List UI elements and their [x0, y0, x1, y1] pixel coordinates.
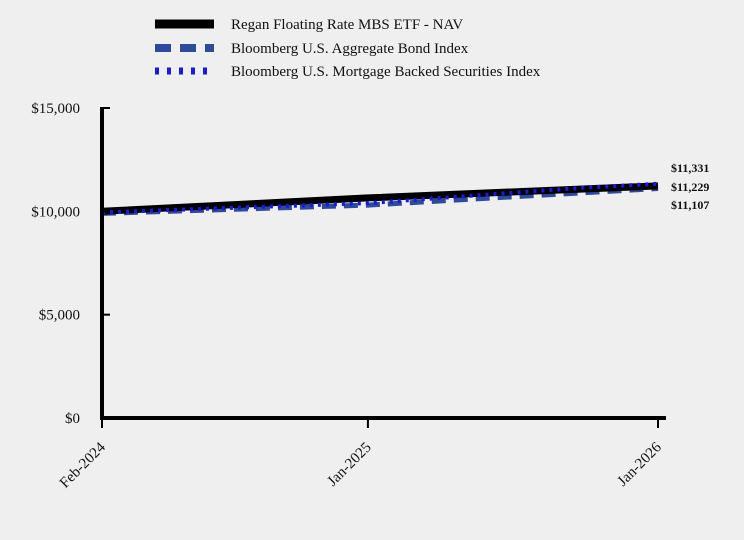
end-value-label-2: $11,107	[671, 198, 709, 212]
end-labels: $11,331 $11,229 $11,107	[671, 161, 709, 212]
axes	[100, 107, 666, 420]
legend: Regan Floating Rate MBS ETF - NAV Bloombe…	[155, 17, 541, 80]
y-ticks: $0 $5,000 $10,000 $15,000	[31, 101, 110, 427]
legend-label-1: Regan Floating Rate MBS ETF - NAV	[231, 17, 463, 33]
x-tick-label: Jan-2026	[615, 439, 666, 490]
legend-label-3: Bloomberg U.S. Mortgage Backed Securitie…	[231, 64, 541, 80]
x-ticks: Feb-2024 Jan-2025 Jan-2026	[57, 418, 665, 491]
y-tick-label: $15,000	[31, 101, 80, 117]
legend-label-2: Bloomberg U.S. Aggregate Bond Index	[231, 41, 469, 57]
x-tick-label: Feb-2024	[57, 439, 109, 491]
series-lines	[101, 181, 659, 216]
series-line-1	[101, 182, 659, 215]
end-value-label-1: $11,229	[671, 180, 709, 194]
end-value-label-3: $11,331	[671, 161, 709, 175]
y-tick-label: $0	[65, 411, 80, 427]
x-tick-label: Jan-2025	[325, 440, 375, 490]
y-tick-label: $5,000	[39, 308, 80, 324]
series-line-3	[101, 181, 659, 215]
y-tick-label: $10,000	[31, 204, 80, 220]
